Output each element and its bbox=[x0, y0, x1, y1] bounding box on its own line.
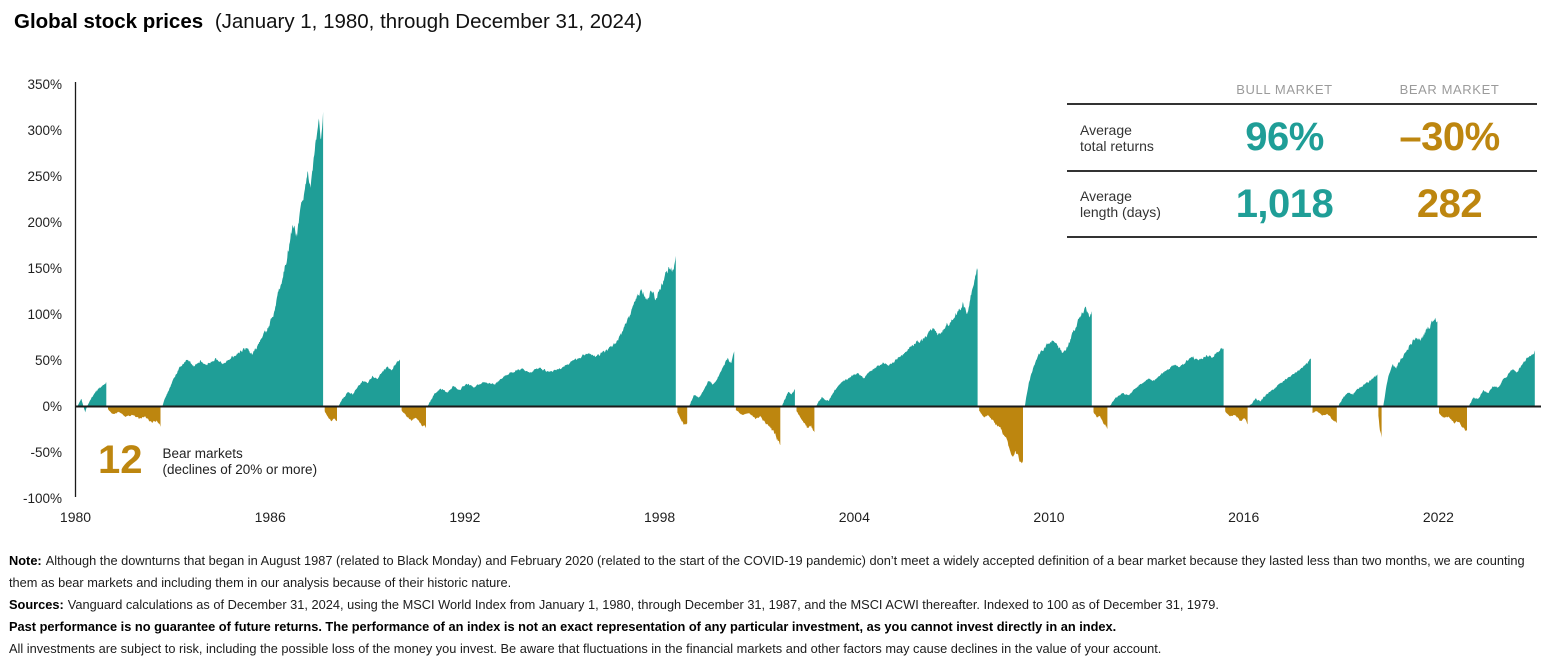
bull-market-area bbox=[1109, 347, 1224, 407]
bear-market-area bbox=[1312, 406, 1337, 424]
x-axis-tick-label: 2016 bbox=[1228, 509, 1259, 525]
bull-market-area bbox=[338, 359, 400, 407]
note-text: Although the downturns that began in Aug… bbox=[9, 553, 1525, 590]
bull-market-area bbox=[427, 255, 676, 407]
sources-label: Sources: bbox=[9, 597, 64, 612]
y-axis-tick-label: -50% bbox=[30, 445, 62, 460]
stats-row-average-length: Average length (days) 1,018 282 bbox=[1067, 172, 1537, 238]
note-paragraph: Note: Although the downturns that began i… bbox=[9, 550, 1543, 594]
note-label: Note: bbox=[9, 553, 42, 568]
bull-market-area bbox=[688, 351, 735, 407]
x-axis-tick-label: 2022 bbox=[1423, 509, 1454, 525]
average-total-returns-label: Average total returns bbox=[1080, 121, 1154, 154]
x-axis-tick-label: 1986 bbox=[255, 509, 286, 525]
bear-market-column-header: BEAR MARKET bbox=[1399, 82, 1500, 97]
bear-market-area bbox=[735, 406, 781, 446]
bull-market-area bbox=[1249, 358, 1311, 407]
y-axis-tick-label: 150% bbox=[27, 261, 62, 276]
page-title: Global stock prices (January 1, 1980, th… bbox=[14, 10, 642, 34]
bear-market-area bbox=[1378, 406, 1382, 438]
bear-market-area bbox=[324, 406, 337, 422]
bear-market-area bbox=[1093, 406, 1108, 429]
stats-row-average-total-returns: Average total returns 96% –30% bbox=[1067, 105, 1537, 172]
bull-market-area bbox=[781, 388, 795, 407]
bull-market-area bbox=[162, 111, 324, 407]
average-length-label: Average length (days) bbox=[1080, 188, 1161, 220]
bull-market-area bbox=[1383, 317, 1438, 407]
x-axis-tick-label: 2010 bbox=[1033, 509, 1064, 525]
x-axis-tick-label: 1980 bbox=[60, 509, 91, 525]
bull-market-column-header: BULL MARKET bbox=[1236, 82, 1333, 97]
x-axis-tick-label: 1998 bbox=[644, 509, 675, 525]
sources-paragraph: Sources: Vanguard calculations as of Dece… bbox=[9, 594, 1543, 616]
bear-markets-annotation-text: Bear markets (declines of 20% or more) bbox=[162, 446, 318, 477]
bear-market-area bbox=[1439, 406, 1467, 432]
y-axis-tick-label: 50% bbox=[35, 353, 62, 368]
bear-average-total-return-value: –30% bbox=[1399, 115, 1500, 159]
sources-text: Vanguard calculations as of December 31,… bbox=[67, 597, 1219, 612]
bear-market-area bbox=[677, 406, 688, 425]
bull-average-length-value: 1,018 bbox=[1235, 181, 1334, 226]
stats-header-row: BULL MARKET BEAR MARKET bbox=[1067, 78, 1537, 105]
bull-market-area bbox=[77, 382, 107, 413]
y-axis-tick-label: 300% bbox=[27, 123, 62, 138]
footnotes: Note: Although the downturns that began i… bbox=[9, 550, 1543, 660]
stats-table: BULL MARKET BEAR MARKET Average total re… bbox=[1067, 78, 1537, 238]
chart-title: Global stock prices bbox=[14, 10, 204, 33]
y-axis-tick-label: 0% bbox=[42, 399, 62, 414]
bear-market-area bbox=[979, 406, 1023, 464]
bull-market-area bbox=[1024, 306, 1092, 407]
x-axis-tick-label: 2004 bbox=[839, 509, 870, 525]
bear-markets-count: 12 bbox=[98, 438, 143, 482]
chart-title-date-range: (January 1, 1980, through December 31, 2… bbox=[214, 10, 643, 33]
risk-disclaimer: All investments are subject to risk, inc… bbox=[9, 641, 1162, 656]
y-axis-tick-label: 350% bbox=[27, 77, 62, 92]
past-performance-disclaimer: Past performance is no guarantee of futu… bbox=[9, 619, 1117, 634]
y-axis-tick-label: 100% bbox=[27, 307, 62, 322]
bear-market-area bbox=[401, 406, 426, 428]
bear-markets-annotation: 12 Bear markets (declines of 20% or more… bbox=[98, 438, 318, 482]
bear-market-area bbox=[1225, 406, 1248, 425]
chart-svg: 350% 300% 250% 200% 150% 100% 50% 0% -50% -100% 19… bbox=[23, 77, 1541, 525]
bear-market-area bbox=[796, 406, 815, 433]
y-axis-tick-label: 250% bbox=[27, 169, 62, 184]
bear-market-area bbox=[108, 406, 161, 427]
bull-market-area bbox=[1468, 350, 1535, 407]
bear-average-length-value: 282 bbox=[1416, 181, 1483, 226]
bull-market-area bbox=[1338, 374, 1378, 407]
y-axis-tick-label: 200% bbox=[27, 215, 62, 230]
y-axis-tick-label: -100% bbox=[23, 491, 62, 506]
bull-market-area bbox=[816, 267, 978, 407]
x-axis-tick-label: 1992 bbox=[449, 509, 480, 525]
bull-average-total-return-value: 96% bbox=[1245, 115, 1324, 159]
